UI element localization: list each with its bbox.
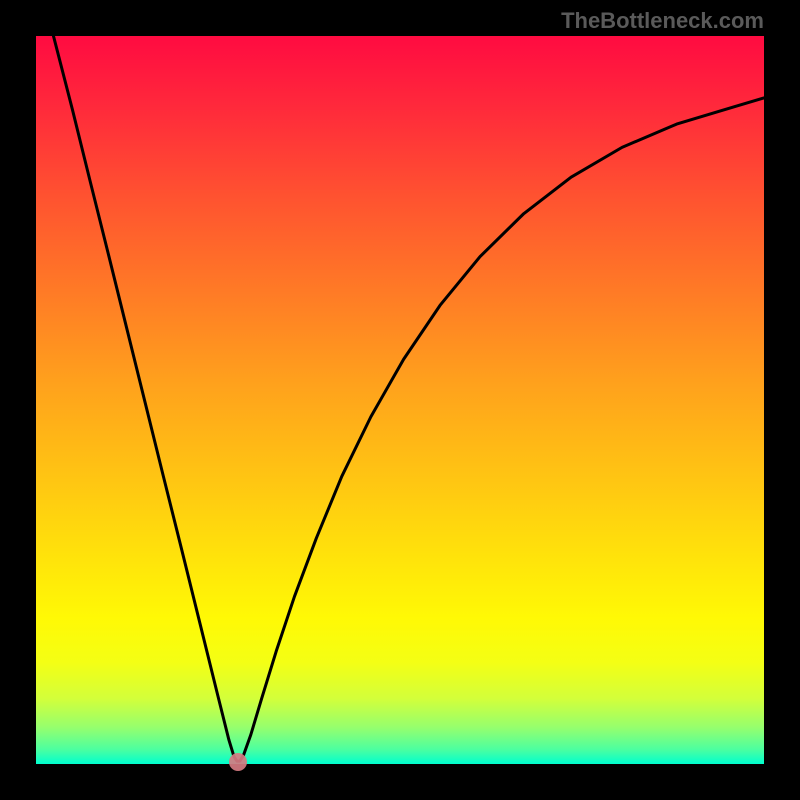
watermark-label: TheBottleneck.com <box>561 8 764 34</box>
plot-area <box>36 36 764 764</box>
minimum-marker <box>229 753 247 771</box>
chart-frame: TheBottleneck.com <box>0 0 800 800</box>
bottleneck-curve <box>36 36 764 764</box>
